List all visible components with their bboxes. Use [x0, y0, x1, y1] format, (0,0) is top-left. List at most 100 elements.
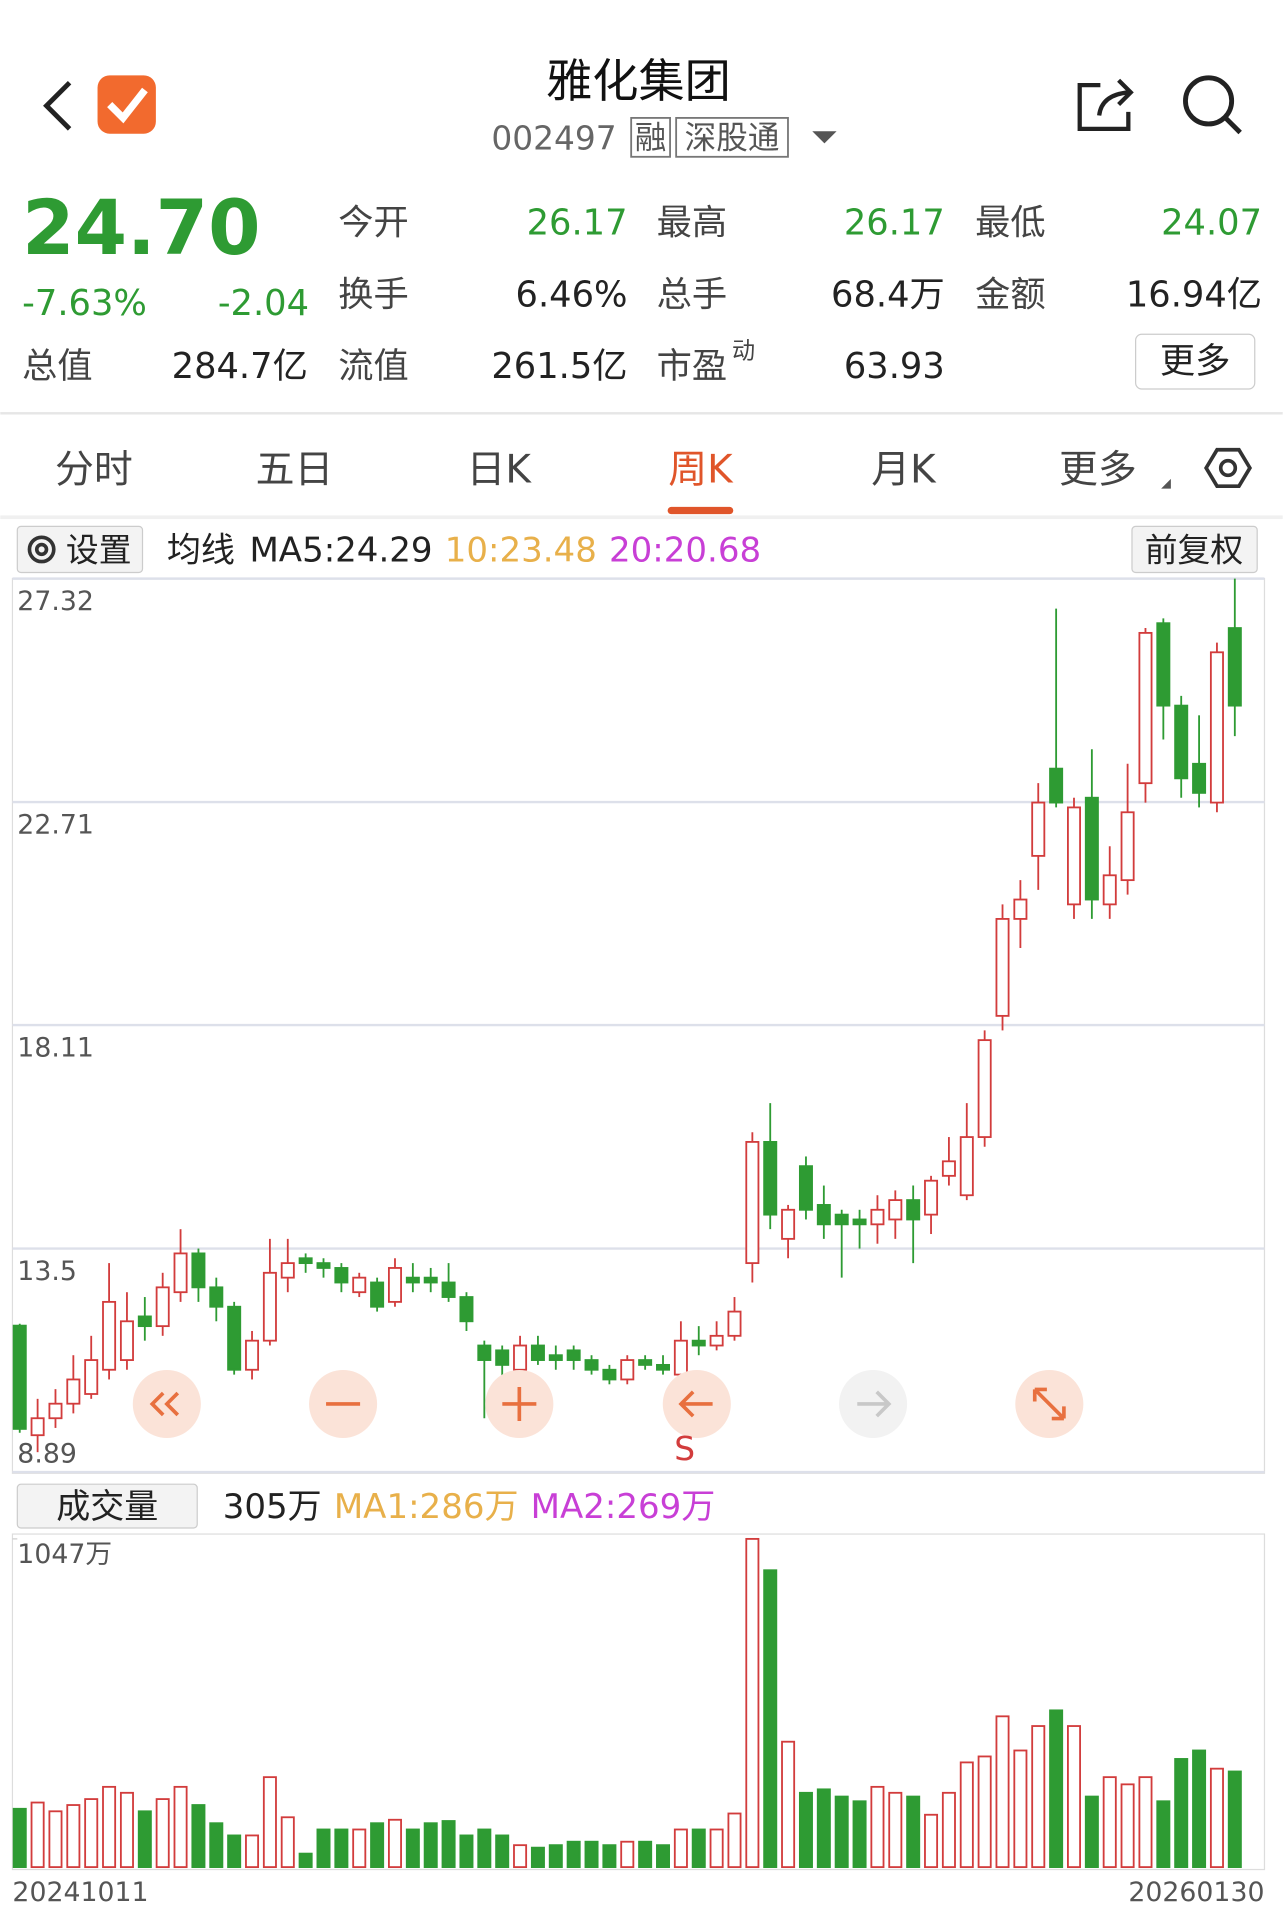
- volume-bar: [620, 1840, 635, 1869]
- stat-label: 今开: [338, 203, 409, 244]
- candle-body: [888, 1199, 903, 1221]
- volume-bar: [48, 1810, 63, 1869]
- volume-bar: [280, 1816, 295, 1869]
- candle-body: [941, 1160, 956, 1177]
- volume-bar: [584, 1840, 599, 1869]
- candle-body: [513, 1344, 528, 1371]
- volume-ma: MA1:286万: [334, 1487, 519, 1527]
- ma-value: MA5:24.29: [249, 531, 432, 571]
- tab-settings[interactable]: [1204, 447, 1253, 489]
- tab[interactable]: 五日: [256, 448, 334, 493]
- volume-button[interactable]: [16, 1483, 198, 1529]
- volume-bar: [155, 1798, 170, 1869]
- volume-bar: [1102, 1776, 1117, 1869]
- dropdown[interactable]: [812, 131, 837, 144]
- candle-body: [423, 1276, 438, 1284]
- tab-arrow: [1161, 478, 1171, 489]
- search-button[interactable]: [1183, 75, 1242, 135]
- settings-label[interactable]: 设置: [66, 532, 132, 570]
- candle-body: [1013, 898, 1028, 920]
- volume-bar: [1227, 1770, 1242, 1869]
- candle-body: [798, 1165, 813, 1211]
- volume-bar: [1084, 1795, 1099, 1869]
- candle-body: [620, 1359, 635, 1381]
- share-button[interactable]: [1077, 78, 1134, 131]
- volume-bar: [102, 1785, 117, 1869]
- volume-bar: [1209, 1767, 1224, 1869]
- candle-body: [1067, 806, 1081, 906]
- candle-body: [155, 1286, 170, 1328]
- candle-body: [566, 1349, 581, 1361]
- volume-frame: [11, 1533, 1266, 1871]
- tab[interactable]: 日K: [466, 448, 532, 493]
- volume-bar: [209, 1822, 224, 1869]
- ma-legend: 均线 MA5:24.29 10:23.48 20:20.68: [167, 531, 761, 571]
- stat-value: 26.17: [844, 203, 945, 244]
- volume-bar: [495, 1834, 510, 1869]
- stat-label: 总值: [22, 346, 92, 387]
- back-button[interactable]: [43, 80, 72, 131]
- ma-title: 均线: [167, 531, 235, 571]
- volume-bar: [513, 1844, 528, 1869]
- volume-bar: [405, 1828, 420, 1869]
- candle-body: [1049, 767, 1064, 804]
- volume-bar: [245, 1834, 260, 1869]
- stat-label: 总手: [657, 274, 728, 315]
- volume-bar: [870, 1785, 885, 1869]
- volume-bar: [84, 1798, 99, 1869]
- candle-body: [1192, 762, 1207, 794]
- stat-value: 63.93: [844, 346, 945, 387]
- candle-body: [209, 1286, 224, 1308]
- volume-bar: [119, 1791, 134, 1869]
- stat-value: 284.7亿: [172, 346, 308, 387]
- tab[interactable]: 月K: [871, 448, 937, 493]
- more-label[interactable]: 更多: [1160, 341, 1231, 382]
- adjust-label[interactable]: 前复权: [1145, 532, 1243, 570]
- candle-body: [906, 1199, 921, 1221]
- candle-body: [137, 1315, 152, 1328]
- stat-value: 261.5亿: [491, 346, 627, 387]
- y-tick-label: 13.5: [17, 1256, 77, 1287]
- stat-value: 16.94亿: [1126, 274, 1262, 315]
- candle-body: [495, 1349, 510, 1366]
- ma-value: 20:20.68: [609, 531, 761, 571]
- tab[interactable]: 周K: [668, 448, 734, 493]
- volume-bar: [334, 1828, 349, 1869]
- candle-body: [924, 1179, 939, 1216]
- app-icon[interactable]: [97, 75, 156, 134]
- candle-body: [405, 1276, 420, 1284]
- volume-bar: [1156, 1800, 1171, 1869]
- adjust-button[interactable]: [1131, 525, 1258, 574]
- volume-bar: [262, 1776, 277, 1869]
- candle-body: [245, 1339, 260, 1371]
- candle-body: [102, 1300, 117, 1371]
- tab[interactable]: 分时: [55, 448, 133, 493]
- candle-body: [1120, 811, 1135, 882]
- candle-body: [709, 1334, 724, 1347]
- volume-bar: [852, 1800, 867, 1869]
- price-chart: 8.89 13.5 18.11 22.71 27.32: [12, 577, 1265, 1474]
- volume-bar: [602, 1844, 617, 1869]
- signal-marker: S: [674, 1430, 695, 1468]
- volume-bar: [423, 1822, 438, 1869]
- candle-body: [763, 1141, 778, 1216]
- volume-legend: 305万 MA1:286万 MA2:269万: [223, 1487, 716, 1527]
- candle-body: [638, 1359, 653, 1366]
- candle-body: [1084, 796, 1099, 901]
- volume-bar: [173, 1785, 188, 1869]
- chart-controls: [132, 1369, 1084, 1439]
- volume-bar: [638, 1840, 653, 1869]
- volume-bar: [387, 1818, 402, 1869]
- tab[interactable]: 更多: [1059, 448, 1137, 493]
- volume-bar: [1192, 1749, 1207, 1869]
- gear-icon[interactable]: [27, 535, 56, 564]
- volume-title[interactable]: 成交量: [56, 1487, 158, 1527]
- y-tick-label: 22.71: [17, 810, 94, 841]
- change-percent: -7.63%: [22, 283, 147, 324]
- y-tick-label: 8.89: [17, 1438, 77, 1469]
- candle-body: [673, 1339, 688, 1376]
- volume-bar: [566, 1840, 581, 1869]
- more-button[interactable]: [1135, 333, 1256, 390]
- candle-body: [834, 1213, 849, 1226]
